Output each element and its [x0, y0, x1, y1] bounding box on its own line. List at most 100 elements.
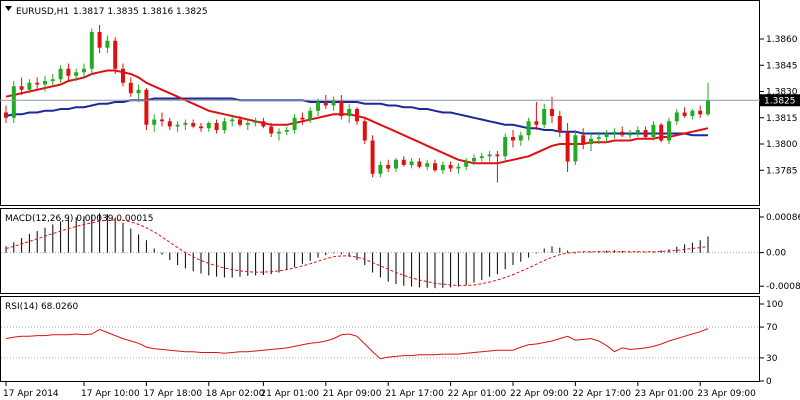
- candle-body: [394, 159, 398, 169]
- candle-body: [511, 137, 515, 141]
- candle-body: [222, 121, 227, 130]
- macd-histogram: [5, 213, 709, 289]
- candle-body: [300, 117, 305, 120]
- time-tick-label: 17 Apr 10:00: [81, 389, 140, 399]
- candle-body: [378, 165, 383, 174]
- price-tick-label: 1.3800: [766, 140, 798, 150]
- triangle-down-icon[interactable]: [5, 6, 12, 11]
- candle-body: [284, 130, 289, 132]
- candle-body: [409, 161, 414, 165]
- candle-body: [682, 112, 687, 116]
- price-tick-label: 1.3815: [766, 114, 798, 124]
- candle-body: [596, 137, 601, 139]
- macd-tick-label: 0.00: [766, 249, 786, 259]
- rsi-tick-label: 0: [766, 377, 772, 387]
- rsi-tick-label: 30: [766, 354, 778, 364]
- candle-body: [628, 133, 632, 136]
- candle-body: [448, 165, 453, 169]
- candle-body: [253, 121, 258, 123]
- candlesticks: [4, 25, 710, 183]
- candle-body: [440, 165, 445, 171]
- candle-body: [464, 161, 469, 167]
- candle-body: [66, 68, 71, 76]
- candle-body: [479, 156, 484, 158]
- candle-body: [245, 123, 250, 125]
- candle-body: [370, 140, 375, 174]
- candle-body: [581, 135, 586, 144]
- time-tick-label: 22 Apr 01:00: [448, 389, 507, 399]
- candle-body: [183, 123, 188, 125]
- candle-body: [495, 154, 500, 157]
- price-tick-label: 1.3860: [766, 35, 798, 45]
- macd-signal-line: [5, 219, 709, 286]
- candle-body: [277, 131, 281, 134]
- candle-body: [542, 109, 547, 125]
- time-tick-label: 21 Apr 17:00: [385, 389, 444, 399]
- candle-body: [43, 81, 47, 85]
- symbol-label: EURUSD,H1: [16, 7, 69, 17]
- time-tick-label: 23 Apr 09:00: [697, 389, 756, 399]
- candle-body: [136, 89, 141, 94]
- candle-body: [11, 86, 16, 118]
- candle-body: [269, 126, 274, 134]
- rsi-series: [5, 328, 709, 360]
- candle-body: [323, 102, 328, 106]
- macd-tick-label: 0.00086: [766, 213, 800, 223]
- time-tick-label: 22 Apr 17:00: [572, 389, 631, 399]
- time-tick-label: 17 Apr 18:00: [143, 389, 202, 399]
- current-price-tag: [760, 94, 800, 107]
- candle-body: [35, 82, 40, 85]
- candle-body: [128, 82, 133, 94]
- candle-body: [191, 123, 196, 127]
- candle-body: [316, 102, 320, 111]
- candle-body: [199, 126, 203, 129]
- candle-body: [667, 121, 671, 141]
- macd-label: MACD(12,26,9) 0.00039 0.00015: [5, 214, 154, 224]
- price-axis: 1.3860 1.3845 1.3830 1.3815 1.3800 1.3785: [760, 35, 798, 176]
- candle-body: [230, 119, 235, 122]
- candle-body: [4, 112, 8, 118]
- candle-body: [550, 109, 554, 116]
- candle-body: [612, 131, 617, 134]
- candle-body: [526, 121, 531, 136]
- candle-body: [362, 121, 367, 141]
- candle-body: [706, 100, 710, 115]
- time-axis: 17 Apr 2014 17 Apr 10:00 17 Apr 18:00 18 Ap…: [3, 382, 756, 399]
- candle-body: [144, 89, 149, 125]
- time-tick-label: 21 Apr 01:00: [260, 389, 319, 399]
- candle-body: [331, 100, 336, 106]
- candle-body: [308, 110, 313, 120]
- candle-body: [58, 68, 63, 80]
- time-tick-label: 21 Apr 09:00: [323, 389, 382, 399]
- candle-body: [651, 124, 656, 137]
- candle-body: [105, 40, 110, 48]
- candle-body: [557, 116, 562, 132]
- candle-body: [347, 109, 352, 116]
- candle-body: [674, 112, 679, 122]
- candle-body: [534, 121, 539, 125]
- candle-body: [121, 68, 125, 83]
- candle-body: [152, 119, 157, 125]
- candle-body: [292, 117, 297, 130]
- candle-body: [472, 158, 476, 162]
- candle-body: [604, 133, 609, 137]
- time-tick-label: 23 Apr 01:00: [635, 389, 694, 399]
- time-tick-label: 22 Apr 09:00: [510, 389, 569, 399]
- candle-body: [425, 163, 430, 167]
- rsi-tick-label: 70: [766, 323, 778, 333]
- rsi-pane-frame: [0, 296, 760, 382]
- candle-body: [339, 100, 344, 116]
- time-tick-label: 17 Apr 2014: [3, 389, 59, 399]
- candle-body: [417, 161, 422, 167]
- candle-body: [160, 119, 164, 122]
- rsi-label: RSI(14) 68.0260: [5, 302, 78, 312]
- candle-body: [620, 131, 625, 136]
- candle-body: [690, 110, 695, 116]
- candle-body: [261, 121, 266, 127]
- candle-body: [113, 40, 118, 69]
- candle-body: [635, 130, 640, 134]
- candle-body: [167, 121, 172, 127]
- price-tick-label: 1.3845: [766, 61, 798, 71]
- candle-body: [206, 123, 211, 129]
